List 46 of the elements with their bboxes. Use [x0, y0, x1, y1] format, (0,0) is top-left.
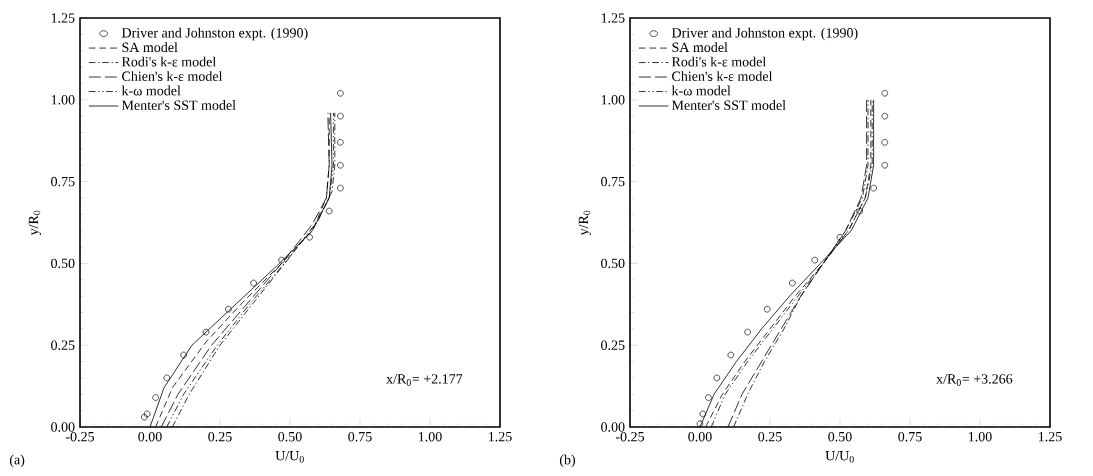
y-tick-label: 0.00 [51, 422, 75, 432]
x-tick-label: -0.25 [65, 431, 95, 442]
x-tick-label: 1.25 [1038, 431, 1062, 442]
x-tick-label: 1.00 [418, 431, 442, 442]
y-tick-label: 1.25 [601, 13, 625, 23]
text: (a) [9, 454, 25, 468]
legend-label: k-ω model [671, 85, 731, 96]
x-tick-label: 0.25 [208, 431, 232, 442]
x-tick-label: 0.75 [898, 431, 922, 442]
x-tick-label: 0.50 [278, 431, 302, 442]
y-tick-label: 0.25 [51, 340, 75, 350]
legend-label: SA model [122, 42, 178, 53]
y-tick-label: 0.75 [51, 176, 75, 187]
y-axis-title: y/R$_{0}$ [28, 210, 41, 236]
legend-label: Rodi's k-ε model [671, 56, 766, 67]
legend-label: Chien's k-ε model [122, 71, 223, 81]
annotation: x/R$_{0}$= +3.266 [936, 374, 1013, 386]
legend-label: Rodi's k-ε model [121, 56, 216, 67]
text: (b) [559, 454, 576, 468]
legend-label: Menter's SST model [121, 100, 236, 110]
x-axis-title: U/U$_{0}$ [275, 451, 304, 463]
x-tick-label: 0.50 [828, 431, 852, 442]
legend-label: k-ω model [121, 85, 181, 96]
y-axis-title: y/R$_{0}$ [578, 210, 591, 236]
x-tick-label: 0.25 [758, 431, 782, 442]
legend-label: Driver and Johnston expt. (1990) [121, 27, 308, 41]
y-tick-label: 1.25 [51, 13, 75, 23]
legend-label: Chien's k-ε model [672, 71, 773, 81]
x-tick-label: -0.25 [615, 431, 645, 442]
y-tick-label: 1.00 [601, 95, 625, 105]
y-tick-label: 0.25 [601, 340, 625, 350]
legend-label: Menter's SST model [671, 100, 786, 110]
y-tick-label: 0.75 [601, 176, 625, 187]
x-tick-label: 0.00 [138, 431, 162, 442]
y-tick-label: 0.50 [601, 258, 625, 269]
y-tick-label: 1.00 [51, 95, 75, 105]
x-tick-label: 1.25 [488, 431, 512, 442]
x-tick-label: 0.75 [348, 431, 372, 442]
x-axis-title: U/U$_{0}$ [825, 451, 854, 463]
x-tick-label: 1.00 [968, 431, 992, 442]
annotation: x/R$_{0}$= +2.177 [386, 374, 463, 386]
legend-label: Driver and Johnston expt. (1990) [671, 27, 858, 41]
x-tick-label: 0.00 [688, 431, 712, 442]
y-tick-label: 0.50 [51, 258, 75, 269]
legend-label: SA model [672, 42, 728, 53]
y-tick-label: 0.00 [601, 422, 625, 432]
